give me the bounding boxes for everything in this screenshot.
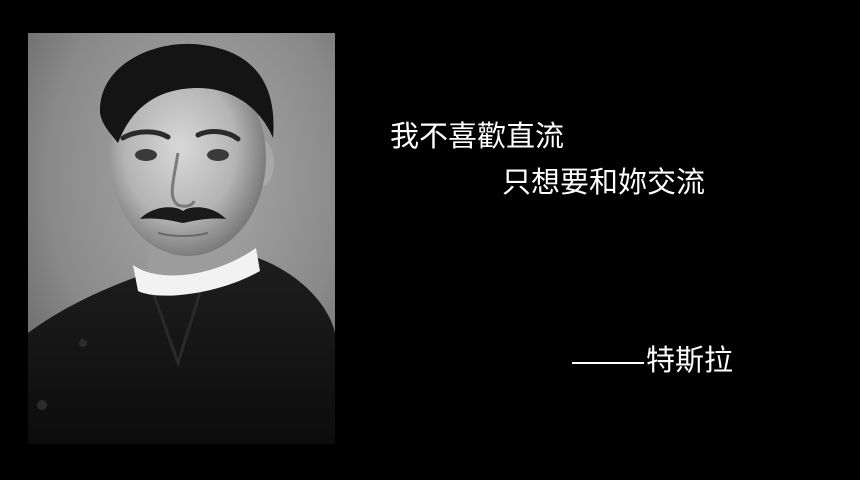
portrait-image (28, 33, 335, 444)
quote-line-1: 我不喜歡直流 (390, 119, 565, 153)
quote-line-2: 只想要和妳交流 (502, 165, 706, 199)
attribution-name: 特斯拉 (646, 343, 734, 377)
portrait-photo (28, 33, 335, 444)
em-dash-line (572, 361, 644, 364)
attribution: 特斯拉 (572, 346, 733, 375)
